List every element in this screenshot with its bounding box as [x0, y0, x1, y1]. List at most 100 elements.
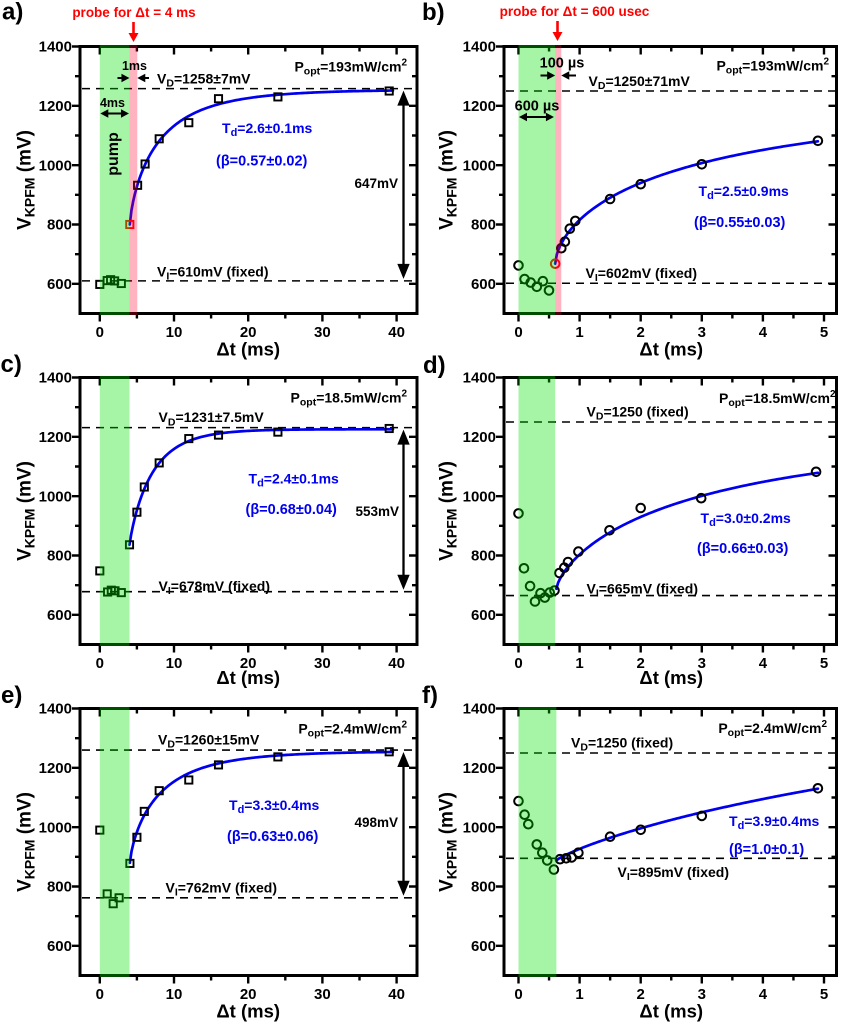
svg-text:0: 0 — [514, 324, 522, 341]
svg-text:VKPFM (mV): VKPFM (mV) — [437, 461, 460, 561]
svg-text:1000: 1000 — [39, 488, 72, 505]
svg-text:1400: 1400 — [463, 701, 496, 718]
svg-text:800: 800 — [47, 548, 72, 565]
svg-text:3: 3 — [698, 324, 706, 341]
svg-text:0: 0 — [96, 986, 104, 1003]
svg-text:1200: 1200 — [463, 760, 496, 777]
svg-text:probe for Δt = 4 ms: probe for Δt = 4 ms — [72, 5, 195, 20]
svg-text:20: 20 — [240, 324, 257, 341]
svg-text:20: 20 — [240, 655, 257, 672]
svg-text:Δt (ms): Δt (ms) — [216, 339, 280, 360]
svg-text:VI=665mV (fixed): VI=665mV (fixed) — [587, 581, 698, 600]
svg-text:1000: 1000 — [39, 819, 72, 836]
svg-text:30: 30 — [314, 655, 331, 672]
svg-text:Δt (ms): Δt (ms) — [216, 667, 280, 688]
svg-text:Δt (ms): Δt (ms) — [639, 1001, 703, 1022]
svg-text:30: 30 — [314, 324, 331, 341]
svg-text:f): f) — [422, 682, 438, 709]
svg-text:4: 4 — [759, 655, 768, 672]
svg-text:Popt=18.5mW/cm2: Popt=18.5mW/cm2 — [719, 389, 836, 409]
svg-text:1400: 1400 — [463, 370, 496, 387]
svg-text:647mV: 647mV — [354, 176, 398, 191]
svg-text:(β=1.0±0.1): (β=1.0±0.1) — [729, 842, 804, 858]
svg-text:1200: 1200 — [463, 98, 496, 115]
svg-text:10: 10 — [166, 986, 183, 1003]
svg-text:Td=2.4±0.1ms: Td=2.4±0.1ms — [249, 471, 340, 490]
svg-text:VD=1250 (fixed): VD=1250 (fixed) — [571, 735, 673, 754]
svg-text:Td=3.9±0.4ms: Td=3.9±0.4ms — [729, 813, 820, 832]
svg-text:0: 0 — [96, 655, 104, 672]
svg-text:Popt=2.4mW/cm2: Popt=2.4mW/cm2 — [718, 719, 827, 739]
svg-text:1: 1 — [575, 986, 583, 1003]
svg-text:Popt=2.4mW/cm2: Popt=2.4mW/cm2 — [298, 720, 407, 740]
svg-text:0: 0 — [514, 655, 522, 672]
svg-text:(β=0.66±0.03): (β=0.66±0.03) — [697, 541, 789, 557]
svg-text:1400: 1400 — [39, 370, 72, 387]
svg-text:1200: 1200 — [39, 429, 72, 446]
svg-text:600 µs: 600 µs — [515, 98, 560, 114]
svg-text:600: 600 — [47, 276, 72, 293]
svg-text:600: 600 — [47, 938, 72, 955]
svg-text:VI=762mV (fixed): VI=762mV (fixed) — [166, 879, 277, 898]
svg-text:4ms: 4ms — [100, 96, 125, 110]
svg-text:800: 800 — [471, 879, 496, 896]
svg-text:1400: 1400 — [463, 39, 496, 56]
svg-text:pump: pump — [105, 132, 122, 176]
svg-text:800: 800 — [471, 217, 496, 234]
svg-text:VI=610mV (fixed): VI=610mV (fixed) — [157, 264, 268, 283]
svg-text:1000: 1000 — [463, 157, 496, 174]
svg-text:Popt=193mW/cm2: Popt=193mW/cm2 — [716, 57, 829, 77]
svg-text:d): d) — [423, 352, 446, 379]
svg-text:VD=1260±15mV: VD=1260±15mV — [158, 732, 260, 751]
svg-text:VD=1250 (fixed): VD=1250 (fixed) — [587, 404, 689, 423]
svg-text:1200: 1200 — [39, 98, 72, 115]
svg-text:40: 40 — [388, 655, 405, 672]
svg-text:VD=1258±7mV: VD=1258±7mV — [157, 70, 251, 89]
svg-text:1200: 1200 — [39, 760, 72, 777]
svg-text:Δt (ms): Δt (ms) — [216, 1001, 280, 1022]
svg-text:1: 1 — [575, 324, 583, 341]
svg-text:2: 2 — [637, 655, 645, 672]
svg-text:(β=0.55±0.03): (β=0.55±0.03) — [694, 215, 786, 231]
svg-text:40: 40 — [388, 324, 405, 341]
svg-text:1400: 1400 — [39, 39, 72, 56]
svg-text:5: 5 — [820, 986, 828, 1003]
svg-text:Popt=18.5mW/cm2: Popt=18.5mW/cm2 — [291, 389, 408, 409]
svg-text:553mV: 553mV — [355, 504, 399, 519]
svg-text:3: 3 — [698, 655, 706, 672]
svg-text:1200: 1200 — [463, 429, 496, 446]
svg-text:Td=3.0±0.2ms: Td=3.0±0.2ms — [701, 510, 792, 529]
svg-text:0: 0 — [96, 324, 104, 341]
svg-text:VI=678mV (fixed): VI=678mV (fixed) — [159, 578, 270, 597]
svg-text:4: 4 — [759, 986, 768, 1003]
svg-text:1400: 1400 — [39, 701, 72, 718]
svg-text:1ms: 1ms — [122, 59, 147, 73]
svg-text:3: 3 — [698, 986, 706, 1003]
svg-text:1000: 1000 — [463, 488, 496, 505]
svg-text:4: 4 — [759, 324, 768, 341]
svg-text:100 µs: 100 µs — [540, 55, 585, 71]
svg-text:800: 800 — [47, 217, 72, 234]
svg-text:498mV: 498mV — [354, 815, 398, 830]
svg-text:30: 30 — [314, 986, 331, 1003]
svg-text:10: 10 — [166, 324, 183, 341]
svg-text:1: 1 — [575, 655, 583, 672]
svg-text:800: 800 — [47, 879, 72, 896]
svg-text:800: 800 — [471, 548, 496, 565]
svg-text:5: 5 — [820, 324, 828, 341]
svg-text:1000: 1000 — [463, 819, 496, 836]
svg-text:VI=895mV (fixed): VI=895mV (fixed) — [618, 864, 729, 883]
svg-text:600: 600 — [471, 607, 496, 624]
svg-text:(β=0.57±0.02): (β=0.57±0.02) — [216, 154, 308, 170]
svg-text:600: 600 — [471, 276, 496, 293]
svg-text:20: 20 — [240, 986, 257, 1003]
svg-text:5: 5 — [820, 655, 828, 672]
svg-text:600: 600 — [471, 938, 496, 955]
svg-text:Td=2.6±0.1ms: Td=2.6±0.1ms — [222, 120, 313, 139]
svg-text:Td=3.3±0.4ms: Td=3.3±0.4ms — [229, 797, 320, 816]
svg-text:Δt (ms): Δt (ms) — [639, 339, 703, 360]
svg-text:Δt (ms): Δt (ms) — [639, 667, 703, 688]
svg-text:Td=2.5±0.9ms: Td=2.5±0.9ms — [699, 183, 790, 202]
svg-text:(β=0.63±0.06): (β=0.63±0.06) — [227, 829, 319, 845]
svg-text:a): a) — [2, 0, 23, 26]
